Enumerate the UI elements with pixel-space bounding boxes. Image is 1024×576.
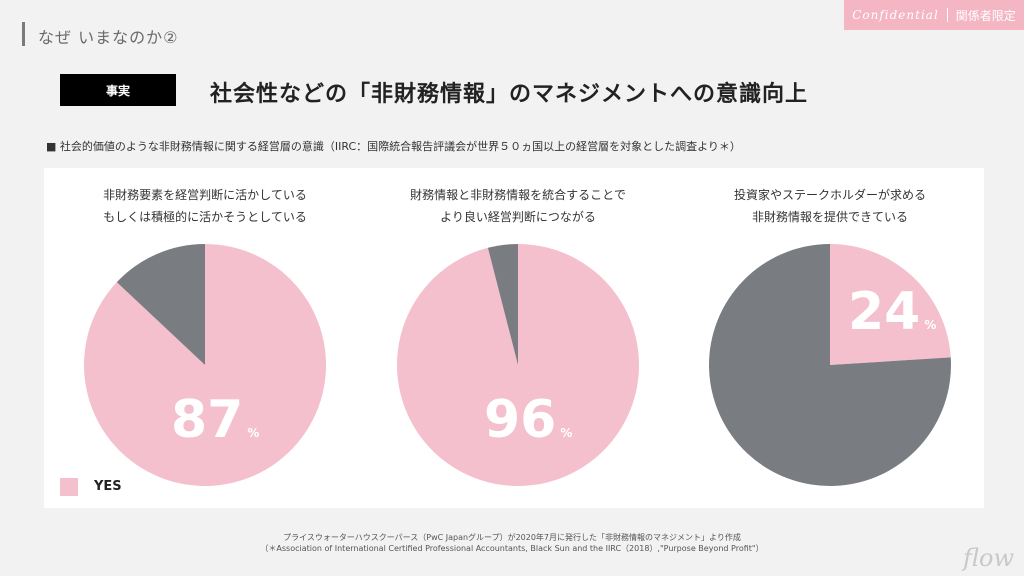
badge-divider <box>946 8 948 22</box>
pie-chart-2: 96% <box>396 244 639 486</box>
pie-1-label-line2: もしくは積極的に活かそうとしている <box>103 210 307 224</box>
section-bar <box>22 22 25 46</box>
section-title: なぜ いまなのか② <box>38 28 179 47</box>
page-title: 社会性などの「非財務情報」のマネジメントへの意識向上 <box>210 82 809 107</box>
pie-2-label-line2: より良い経営判断につながる <box>440 210 596 224</box>
source-line-2: （＊Association of International Certified… <box>260 544 764 553</box>
fact-tag: 事実 <box>60 74 176 106</box>
pie-2-yes-slice <box>396 244 639 486</box>
pie-3-other-slice <box>709 244 951 486</box>
pie-3-label-line2: 非財務情報を提供できている <box>751 210 908 224</box>
pie-1-value-label: 87% <box>171 390 259 450</box>
legend-yes-label: YES <box>94 479 122 494</box>
pie-1-other-slice <box>116 244 205 365</box>
pie-3-value-label: 24% <box>848 282 936 342</box>
pie-chart-1: 87% <box>83 244 326 486</box>
restricted-text: 関係者限定 <box>955 8 1016 23</box>
pie-1-label: 非財務要素を経営判断に活かしている もしくは積極的に活かそうとしている <box>65 184 345 228</box>
pie-2-label-line1: 財務情報と非財務情報を統合することで <box>410 188 626 202</box>
pie-2-other-slice <box>487 244 518 365</box>
legend-yes-swatch <box>60 478 78 496</box>
pie-chart-3: 24% <box>709 244 951 486</box>
survey-note: ■ 社会的価値のような非財務情報に関する経営層の意識（IIRC：国際統合報告評議… <box>46 140 741 153</box>
source-line-1: プライスウォーターハウスクーパース（PwC Japanグループ）が2020年7月… <box>283 533 741 542</box>
pie-1-yes-slice <box>83 244 326 486</box>
pie-3-label: 投資家やステークホルダーが求める 非財務情報を提供できている <box>690 184 970 228</box>
flow-logo: flow <box>963 544 1014 572</box>
pie-3-yes-slice <box>830 244 951 365</box>
pie-3-label-line1: 投資家やステークホルダーが求める <box>733 188 926 202</box>
confidential-text: Confidential <box>852 8 939 22</box>
pie-2-value-label: 96% <box>484 390 572 450</box>
pie-2-label: 財務情報と非財務情報を統合することで より良い経営判断につながる <box>378 184 658 228</box>
pie-1-label-line1: 非財務要素を経営判断に活かしている <box>103 188 307 202</box>
confidential-badge: Confidential 関係者限定 <box>844 0 1024 30</box>
